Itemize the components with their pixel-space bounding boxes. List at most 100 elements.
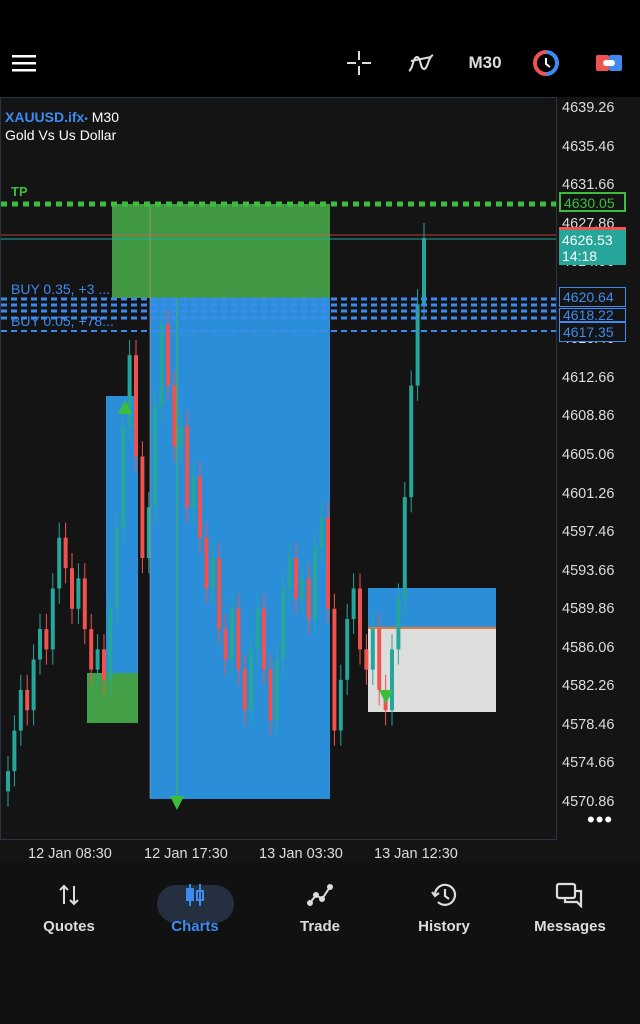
candle [396, 598, 401, 650]
price-tick: 4574.66 [562, 755, 615, 772]
candle [50, 588, 55, 650]
order-lines [1, 297, 556, 332]
candle [300, 578, 305, 599]
time-label: 13 Jan 03:30 [259, 846, 343, 862]
candle [294, 558, 298, 599]
candle [18, 689, 23, 731]
crosshair-icon[interactable] [345, 48, 373, 78]
nav-label: Messages [534, 918, 606, 935]
menu-icon[interactable] [10, 48, 38, 78]
candle [57, 537, 62, 589]
candle [390, 649, 394, 711]
messages-icon [555, 882, 583, 908]
timeframe-label: M30 [91, 109, 119, 125]
candle [159, 324, 164, 406]
bar-countdown: 14:18 [562, 248, 598, 264]
candle [191, 476, 196, 508]
time-label: 12 Jan 08:30 [28, 846, 112, 862]
nav-charts[interactable]: Charts [145, 882, 245, 935]
candle [319, 517, 324, 548]
candle [140, 456, 145, 559]
candle [76, 578, 81, 609]
price-tick: 4586.06 [562, 639, 615, 656]
trade-toggle-icon[interactable] [595, 48, 623, 78]
time-label: 12 Jan 17:30 [144, 846, 228, 862]
candle [262, 608, 266, 670]
order-price-label: 4620.64 [559, 287, 626, 307]
candle [172, 385, 177, 447]
symbol-description: Gold Vs Us Dollar [5, 127, 117, 143]
price-tick: 4631.66 [562, 177, 615, 194]
nav-quotes[interactable]: Quotes [19, 882, 119, 935]
candle [415, 304, 420, 386]
candle [178, 426, 183, 447]
pending-zone [368, 588, 496, 628]
order-label[interactable]: BUY 0.35, +3 ... [11, 281, 110, 297]
candle [82, 578, 87, 630]
nav-trade[interactable]: Trade [270, 882, 370, 935]
price-tick: 4589.86 [562, 601, 615, 618]
candle [204, 537, 209, 589]
tp-label: TP [11, 184, 28, 199]
candle [274, 659, 279, 721]
candle [153, 405, 158, 508]
symbol-label: XAUUSD.ifx [5, 109, 85, 125]
price-tick: 4601.26 [562, 485, 615, 502]
price-tick: 4578.46 [562, 716, 615, 733]
trend-icon [307, 884, 333, 906]
candle [358, 588, 362, 650]
candle [402, 497, 407, 599]
symbol-dot: • [84, 114, 88, 125]
candle [198, 476, 202, 538]
history-icon [431, 883, 457, 906]
candle [364, 649, 369, 670]
more-dots-icon[interactable]: ••• [587, 807, 614, 832]
candle [230, 608, 234, 660]
candle [25, 689, 30, 711]
price-tick: 4570.86 [562, 793, 615, 810]
price-tick: 4608.86 [562, 408, 615, 425]
candle [217, 558, 222, 630]
top-toolbar: M30 [0, 0, 640, 97]
candle [268, 669, 273, 721]
tp-price-label: 4630.05 [559, 192, 626, 212]
bottom-nav: Quotes Charts Trade History Messages [0, 862, 640, 1024]
nav-label: History [418, 918, 470, 935]
candle [127, 355, 132, 427]
price-tick: 4635.46 [562, 138, 615, 155]
order-price-label: 4617.35 [559, 322, 626, 342]
candle [70, 568, 74, 609]
sell-arrow-icon [379, 690, 393, 704]
price-tick: 4639.26 [562, 100, 615, 116]
arrows-updown-icon [59, 884, 79, 906]
buy-arrow-icon [118, 400, 132, 414]
nav-label: Quotes [43, 918, 95, 935]
timeframe-button[interactable]: M30 [468, 53, 502, 72]
candle [326, 517, 330, 609]
price-tick: 4582.26 [562, 678, 615, 695]
candle [185, 426, 190, 508]
candle [377, 629, 382, 690]
candle [287, 558, 292, 589]
one-click-trading-icon[interactable] [532, 48, 560, 78]
indicators-icon[interactable] [406, 48, 436, 78]
time-axis [0, 840, 640, 862]
candle [146, 507, 151, 559]
price-tick: 4593.66 [562, 562, 615, 579]
price-chart[interactable]: XAUUSD.ifx• M30 Gold Vs Us Dollar TP BUY… [0, 97, 557, 840]
tp-zone [112, 204, 330, 298]
candle [236, 608, 241, 670]
candle [166, 324, 170, 386]
pending-zone-2 [368, 628, 496, 712]
candle [102, 649, 106, 680]
candle [12, 730, 17, 772]
candles-icon [186, 884, 204, 906]
order-label[interactable]: BUY 0.05, +78... [11, 313, 114, 329]
nav-messages[interactable]: Messages [520, 882, 620, 935]
nav-history[interactable]: History [394, 882, 494, 935]
candle [338, 679, 343, 731]
price-scale[interactable]: 4639.264635.464631.664627.864624.064620.… [557, 97, 640, 840]
position-zone [150, 298, 330, 799]
candle [38, 629, 42, 660]
candle [255, 608, 260, 650]
